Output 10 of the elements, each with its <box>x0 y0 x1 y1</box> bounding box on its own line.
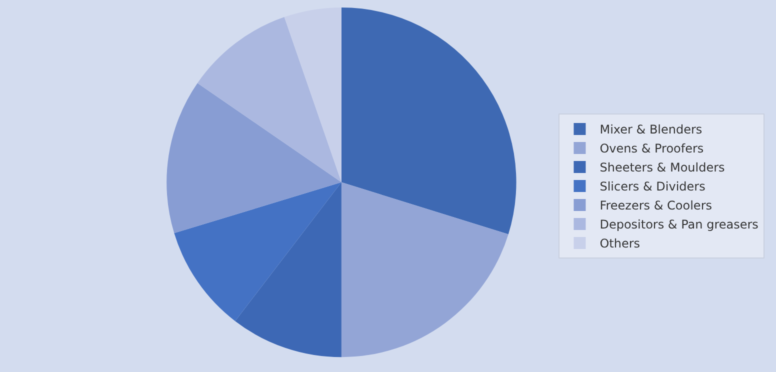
pie-slice <box>284 7 342 182</box>
pie-slice <box>197 17 342 182</box>
pie-slice <box>174 182 342 322</box>
legend-label: Ovens & Proofers <box>600 142 704 156</box>
legend-label: Depositors & Pan greasers <box>600 218 758 232</box>
legend-label: Sheeters & Moulders <box>600 160 725 175</box>
legend-label: Mixer & Blenders <box>600 122 702 137</box>
legend-label: Freezers & Coolers <box>600 198 712 213</box>
legend-label: Others <box>600 236 640 251</box>
legend-label: Slicers & Dividers <box>600 180 706 194</box>
